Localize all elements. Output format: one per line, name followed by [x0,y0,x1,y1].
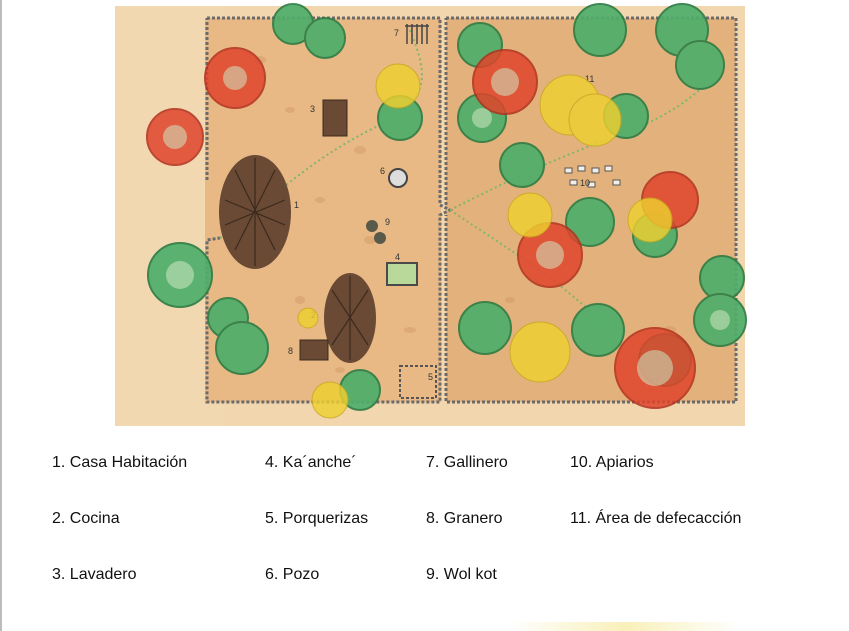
gallinero [405,24,429,44]
pozo [388,168,408,188]
legend-item-casa-habitacion: 1. Casa Habitación [52,454,188,471]
plan-number-4: 4 [395,252,400,262]
casa-habitacion [219,155,291,269]
plan-number-8: 8 [288,346,293,356]
legend-item-lavadero: 3. Lavadero [52,566,137,583]
granero [299,339,329,361]
plan-number-9: 9 [385,217,390,227]
solar-plan-illustration: 1 2 3 4 5 6 7 8 9 10 11 [115,3,747,426]
plan-number-6: 6 [380,166,385,176]
legend-item-cocina: 2. Cocina [52,510,120,527]
legend-item-granero: 8. Granero [426,510,503,527]
stone-walls [205,16,738,404]
plan-number-5: 5 [428,372,433,382]
legend-item-pozo: 6. Pozo [265,566,320,583]
trees-yellow [297,63,673,419]
legend-item-porquerizas: 5. Porquerizas [265,510,369,527]
legend-item-gallinero: 7. Gallinero [426,454,508,471]
legend-item-kaanche: 4. Ka´anche´ [265,454,357,471]
cocina [324,273,376,363]
legend-item-apiarios: 10. Apiarios [570,454,654,471]
plan-number-3: 3 [310,104,315,114]
tree-crowns-light [163,66,730,386]
legend-item-wol-kot: 9. Wol kot [426,566,497,583]
page-left-border [0,0,2,631]
plan-number-1: 1 [294,200,299,210]
kaanche [386,262,418,286]
plan-number-11: 11 [585,74,594,84]
lavadero [322,99,348,137]
legend-item-area-defecaccion: 11. Área de defecacción [570,510,742,527]
wol-kot [366,220,386,244]
porquerizas [399,365,437,399]
plan-number-7: 7 [394,28,399,38]
apiarios [564,165,621,188]
bottom-color-smudge [510,622,740,631]
plan-number-10: 10 [580,178,590,188]
